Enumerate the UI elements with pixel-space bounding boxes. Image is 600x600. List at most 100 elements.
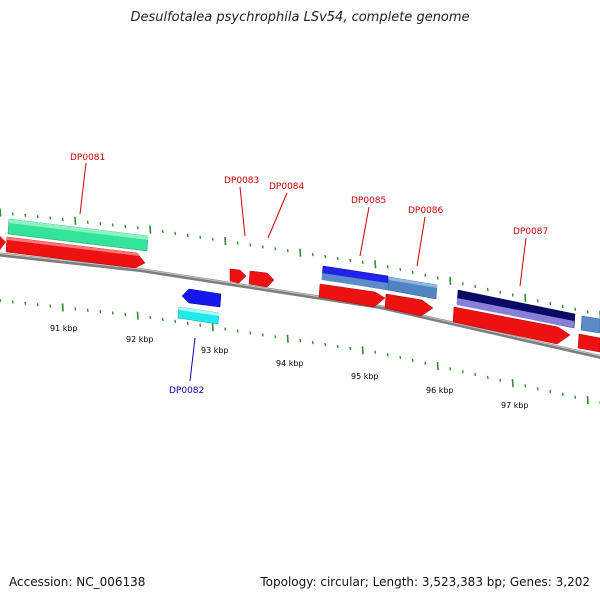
lower-tick-mark xyxy=(124,312,127,316)
upper-tick-mark xyxy=(461,282,464,286)
upper-tick-mark xyxy=(211,237,214,241)
lower-tick-mark xyxy=(211,323,214,332)
upper-tick-mark xyxy=(186,233,189,237)
gene-dp0086[interactable]: DP0086 xyxy=(384,206,444,317)
ruler-label-94kbp: 94 kbp xyxy=(276,359,304,368)
upper-tick-mark xyxy=(499,290,502,294)
lower-tick-mark xyxy=(0,298,2,303)
upper-tick-mark xyxy=(536,299,539,303)
lower-tick-mark xyxy=(486,375,489,379)
upper-tick-mark xyxy=(374,260,377,269)
lower-tick-mark xyxy=(449,367,452,371)
gene-label-dp0085: DP0085 xyxy=(351,196,386,206)
lower-tick-mark xyxy=(524,384,527,388)
lower-tick-mark xyxy=(511,378,514,388)
upper-tick-mark xyxy=(386,265,389,269)
upper-tick-mark xyxy=(524,293,527,302)
lower-tick-mark xyxy=(299,339,302,343)
lower-tick-mark xyxy=(224,327,227,331)
upper-tick-mark xyxy=(199,235,202,239)
upper-tick-mark xyxy=(11,212,14,216)
upper-tick-mark xyxy=(474,284,477,289)
upper-tick-mark xyxy=(311,252,314,257)
upper-tick-mark xyxy=(224,237,227,246)
lower-tick-mark xyxy=(161,317,164,322)
upper-tick-mark xyxy=(74,216,77,225)
lower-tick-mark xyxy=(274,335,277,339)
lower-tick-mark xyxy=(399,355,402,360)
lower-tick-mark xyxy=(36,303,39,307)
gene-label-dp0081: DP0081 xyxy=(70,153,105,163)
gene-label-dp0086: DP0086 xyxy=(408,206,444,216)
gene-partial-left-arrow xyxy=(0,236,6,250)
upper-tick-mark xyxy=(574,307,577,311)
upper-tick-mark xyxy=(349,258,352,262)
gene-dp0087[interactable]: DP0087 xyxy=(452,227,576,345)
gene-partial-right xyxy=(577,315,600,353)
lower-tick-mark xyxy=(49,304,52,308)
lower-tick-mark xyxy=(149,315,152,320)
lower-tick-mark xyxy=(361,346,364,355)
lower-tick-mark xyxy=(411,358,414,362)
upper-tick-mark xyxy=(174,231,177,236)
lower-tick-mark xyxy=(286,334,289,343)
gene-dp0084[interactable]: DP0084 xyxy=(248,182,305,288)
upper-tick-mark xyxy=(24,213,27,217)
upper-tick-mark xyxy=(249,243,252,247)
upper-tick-mark xyxy=(361,260,364,264)
upper-tick-mark xyxy=(549,301,552,306)
lower-tick-mark xyxy=(374,350,377,354)
gene-dp0081-arrow xyxy=(5,236,146,269)
ruler-label-96kbp: 96 kbp xyxy=(426,386,454,395)
lower-tick-mark xyxy=(424,361,427,365)
lower-tick-mark xyxy=(574,395,577,399)
lower-tick-mark xyxy=(499,378,502,382)
gene-label-dp0082: DP0082 xyxy=(169,386,204,396)
upper-tick-mark xyxy=(99,221,102,226)
lower-tick-mark xyxy=(324,342,327,347)
upper-tick-mark xyxy=(586,310,589,314)
lower-tick-mark xyxy=(249,331,252,335)
lower-tick-mark xyxy=(99,309,102,314)
lower-tick-mark xyxy=(86,308,89,312)
upper-tick-track xyxy=(0,208,600,319)
topology-text: Topology: circular; Length: 3,523,383 bp… xyxy=(260,575,590,589)
lower-tick-mark xyxy=(549,389,552,394)
lower-tick-mark xyxy=(336,344,339,349)
ruler-label-92kbp: 92 kbp xyxy=(126,335,154,344)
lower-tick-track xyxy=(0,298,600,405)
gene-dp0083[interactable]: DP0083 xyxy=(224,176,259,284)
lower-tick-mark xyxy=(386,353,389,357)
lower-tick-mark xyxy=(536,387,539,391)
lower-tick-mark xyxy=(261,333,264,337)
lower-tick-mark xyxy=(61,303,64,312)
lower-tick-mark xyxy=(586,395,589,405)
upper-tick-mark xyxy=(261,245,264,249)
gene-dp0082-arrow xyxy=(181,288,222,308)
upper-tick-mark xyxy=(436,276,439,280)
upper-tick-mark xyxy=(124,224,127,228)
upper-tick-mark xyxy=(486,287,489,291)
lower-tick-mark xyxy=(349,346,352,350)
gene-dp0085[interactable]: DP0085 xyxy=(318,196,389,308)
gene-dp0082[interactable]: DP0082 xyxy=(169,288,222,396)
lower-tick-mark xyxy=(186,321,189,325)
gene-dp0083-arrow xyxy=(229,268,247,284)
gene-dp0085-arrow xyxy=(318,283,386,308)
lower-tick-mark xyxy=(461,370,464,374)
gene-dp0087-arrow xyxy=(452,306,571,345)
gene-dp0086-arrow xyxy=(384,293,434,317)
genome-backbone xyxy=(0,252,600,359)
lower-tick-mark xyxy=(24,301,27,305)
upper-tick-mark xyxy=(36,215,39,219)
map-title: Desulfotalea psychrophila LSv54, complet… xyxy=(130,10,470,25)
gene-label-dp0087: DP0087 xyxy=(513,227,548,237)
lower-tick-mark xyxy=(561,392,564,396)
ruler-labels: 91 kbp 92 kbp 93 kbp 94 kbp 95 kbp 96 kb… xyxy=(50,324,529,410)
lower-tick-mark xyxy=(436,361,439,371)
upper-tick-mark xyxy=(86,220,89,224)
gene-label-dp0083: DP0083 xyxy=(224,176,259,186)
gene-dp0081[interactable]: DP0081 xyxy=(5,153,149,269)
gene-dp0084-arrow xyxy=(248,270,275,288)
